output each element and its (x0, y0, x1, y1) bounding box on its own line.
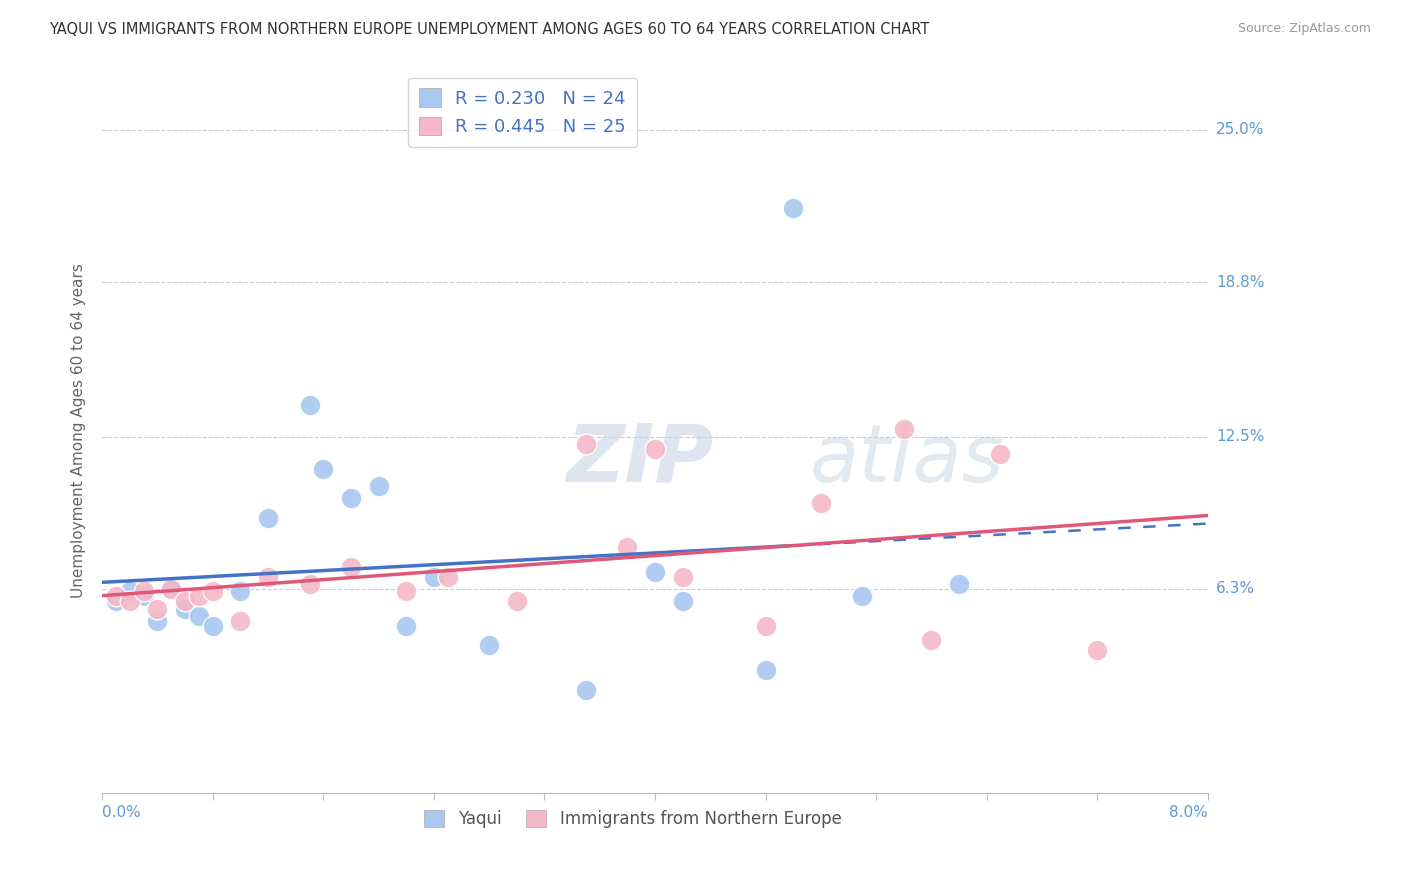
Point (146, 601, 169, 615)
Text: 12.5%: 12.5% (1216, 429, 1264, 444)
Point (395, 618, 418, 632)
Point (575, 682, 598, 697)
Point (118, 594, 141, 608)
Point (105, 589, 128, 603)
Point (118, 584, 141, 599)
Point (160, 582, 183, 596)
Point (201, 618, 224, 632)
Point (105, 594, 128, 608)
Text: 0.0%: 0.0% (103, 805, 141, 820)
Point (229, 614, 252, 628)
Point (298, 577, 321, 591)
Text: 25.0%: 25.0% (1216, 122, 1264, 137)
Point (478, 639, 501, 653)
Text: 6.3%: 6.3% (1216, 582, 1256, 597)
Point (851, 589, 873, 603)
Point (395, 584, 418, 599)
Point (312, 461, 335, 475)
Point (506, 594, 529, 608)
Point (672, 569, 695, 583)
Point (132, 584, 155, 599)
Point (990, 447, 1012, 461)
Point (810, 496, 832, 510)
Point (672, 594, 695, 608)
Point (436, 569, 458, 583)
Point (257, 510, 280, 524)
Point (616, 540, 638, 554)
Text: 8.0%: 8.0% (1168, 805, 1208, 820)
Text: Source: ZipAtlas.com: Source: ZipAtlas.com (1237, 22, 1371, 36)
Point (146, 614, 169, 628)
Point (920, 633, 942, 648)
Point (754, 663, 776, 677)
Point (948, 577, 970, 591)
Point (1085, 643, 1108, 657)
Point (644, 565, 666, 579)
Text: YAQUI VS IMMIGRANTS FROM NORTHERN EUROPE UNEMPLOYMENT AMONG AGES 60 TO 64 YEARS : YAQUI VS IMMIGRANTS FROM NORTHERN EUROPE… (49, 22, 929, 37)
Point (575, 437, 598, 451)
Point (132, 589, 155, 603)
Y-axis label: Unemployment Among Ages 60 to 64 years: Unemployment Among Ages 60 to 64 years (72, 263, 86, 598)
Point (423, 569, 446, 583)
Point (174, 594, 197, 608)
Text: 18.8%: 18.8% (1216, 275, 1264, 290)
Point (229, 584, 252, 599)
Point (257, 569, 280, 583)
Point (340, 491, 363, 505)
Text: atlas: atlas (810, 420, 1004, 499)
Point (340, 559, 363, 574)
Point (644, 442, 666, 456)
Point (187, 589, 209, 603)
Point (201, 584, 224, 599)
Point (187, 608, 209, 623)
Point (298, 398, 321, 412)
Point (174, 601, 197, 615)
Point (160, 582, 183, 596)
Point (893, 422, 915, 436)
Point (782, 202, 804, 216)
Point (754, 618, 776, 632)
Point (367, 479, 389, 493)
Legend: Yaqui, Immigrants from Northern Europe: Yaqui, Immigrants from Northern Europe (418, 804, 848, 835)
Text: ZIP: ZIP (567, 420, 714, 499)
